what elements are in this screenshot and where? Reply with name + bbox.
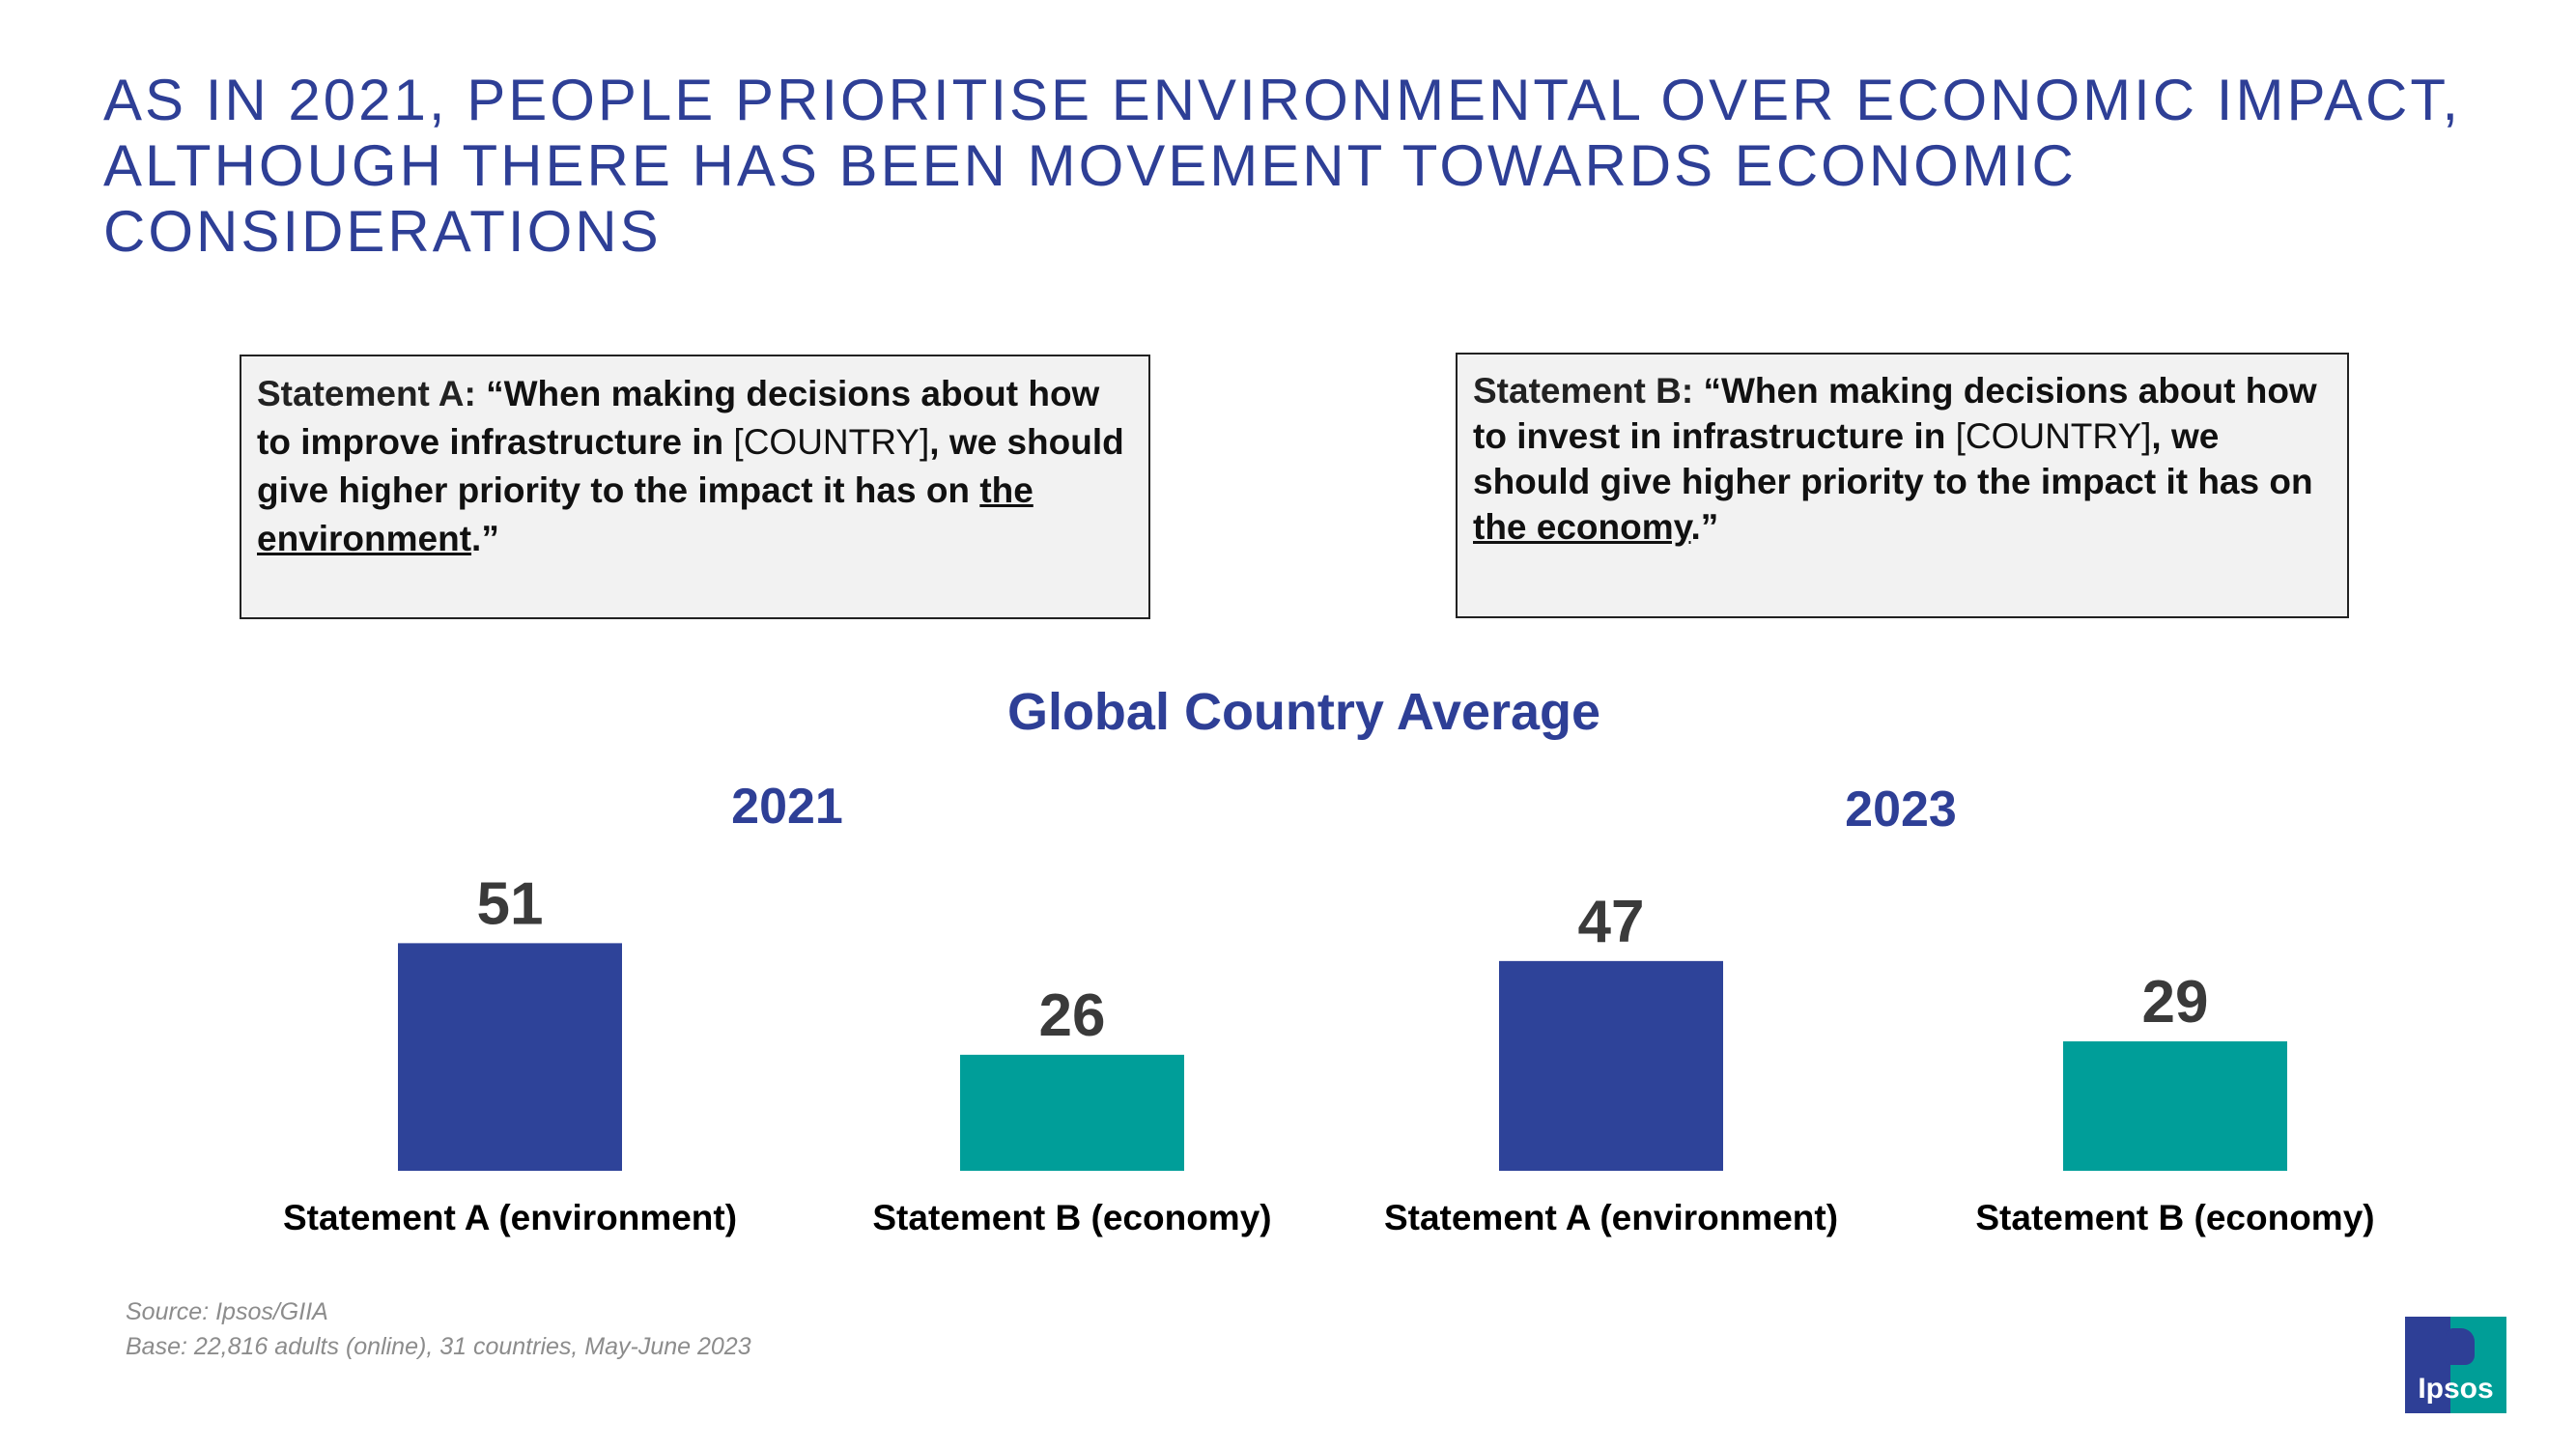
logo-head-mark <box>2446 1328 2475 1365</box>
statement-b-lead: Statement B: <box>1473 371 1704 411</box>
statement-a-country: [COUNTRY] <box>733 422 930 462</box>
page-title: AS IN 2021, PEOPLE PRIORITISE ENVIRONMEN… <box>103 68 2462 264</box>
ipsos-logo: Ipsos <box>2405 1317 2506 1413</box>
statement-a-underlined: the environment <box>257 470 1033 558</box>
category-label-2023-statement-b: Statement B (economy) <box>1975 1198 2374 1237</box>
statement-b-country: [COUNTRY] <box>1955 416 2152 456</box>
bar-2023-statement-a <box>1499 960 1723 1171</box>
statement-a-lead: Statement A: <box>257 374 487 413</box>
statement-b-underlined: the economy <box>1473 507 1691 547</box>
chart-title: Global Country Average <box>1006 683 1601 741</box>
year-label-2021: 2021 <box>731 779 843 835</box>
bar-2023-statement-b <box>2063 1041 2287 1171</box>
base-note: Base: 22,816 adults (online), 31 countri… <box>126 1333 751 1360</box>
value-label-2023-statement-b: 29 <box>2142 969 2209 1036</box>
bar-2021-statement-a <box>398 943 622 1171</box>
statement-b-end: .” <box>1690 507 1719 547</box>
statement-a-box: Statement A: “When making decisions abou… <box>240 355 1150 619</box>
value-label-2021-statement-b: 26 <box>1039 982 1106 1049</box>
logo-wordmark: Ipsos <box>2418 1373 2494 1405</box>
statement-b-box: Statement B: “When making decisions abou… <box>1456 353 2349 618</box>
statement-b-text-2: , we should give higher priority to the … <box>1473 416 2313 501</box>
category-label-2021-statement-b: Statement B (economy) <box>872 1198 1271 1237</box>
category-label-2023-statement-a: Statement A (environment) <box>1384 1198 1838 1237</box>
statement-a-text: “When making decisions about how to impr… <box>257 374 1100 462</box>
source-note: Source: Ipsos/GIIA <box>126 1298 328 1325</box>
statement-a-end: .” <box>471 519 499 558</box>
value-label-2023-statement-a: 47 <box>1578 889 1645 955</box>
value-label-2021-statement-a: 51 <box>477 870 544 937</box>
footnote: Source: Ipsos/GIIA Base: 22,816 adults (… <box>126 1294 751 1364</box>
statement-a-text-2: , we should give higher priority to the … <box>257 422 1124 510</box>
year-label-2023: 2023 <box>1845 781 1957 838</box>
bar-2021-statement-b <box>960 1054 1184 1171</box>
category-label-2021-statement-a: Statement A (environment) <box>283 1198 737 1237</box>
statement-b-text: “When making decisions about how to inve… <box>1473 371 2317 456</box>
